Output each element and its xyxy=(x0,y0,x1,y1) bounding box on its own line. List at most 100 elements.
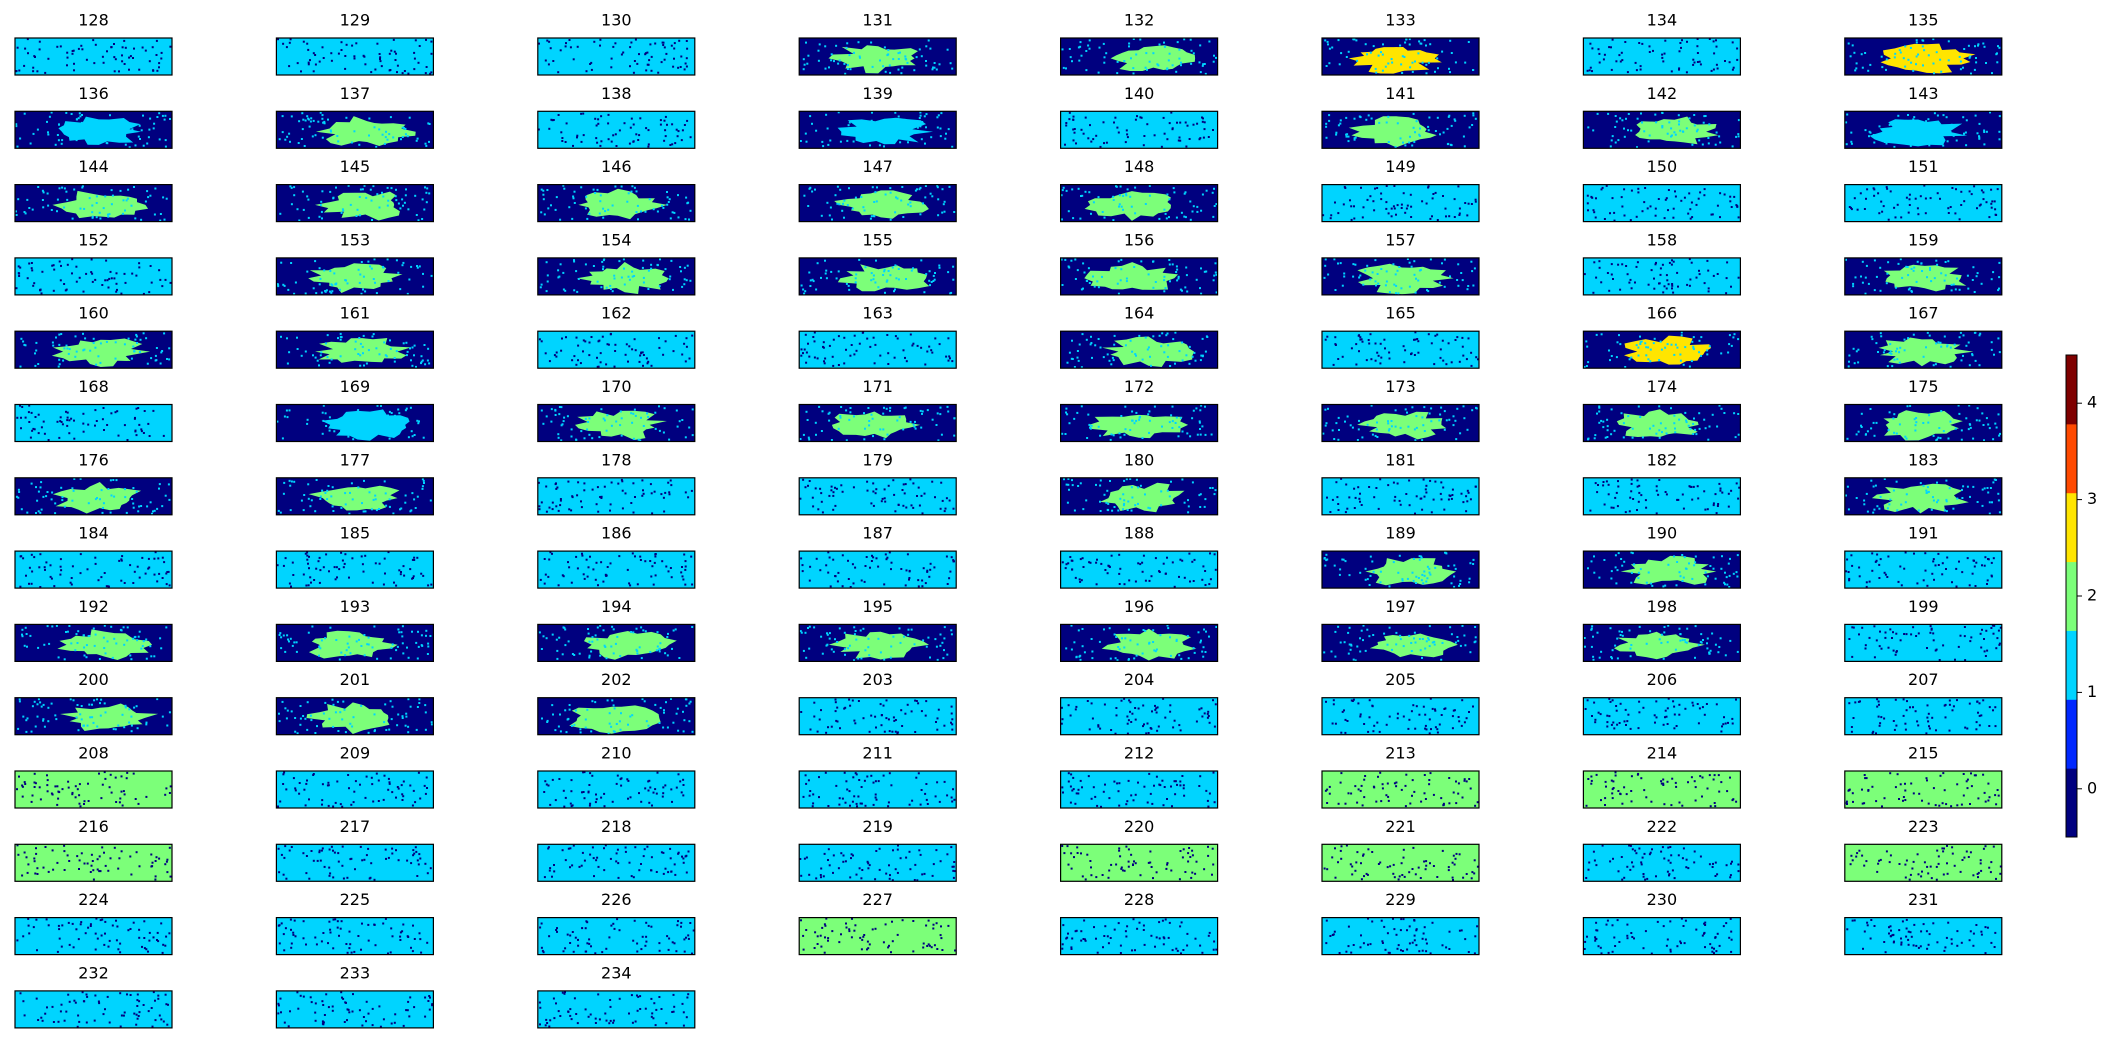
panel-image xyxy=(1059,37,1219,76)
speckle xyxy=(380,65,383,68)
speckle xyxy=(1989,487,1992,489)
speckle xyxy=(1948,487,1951,490)
speckle xyxy=(913,69,916,72)
speckle xyxy=(1467,202,1470,205)
speckle xyxy=(1963,48,1966,50)
speckle xyxy=(162,196,165,199)
speckle xyxy=(1461,345,1464,348)
speckle xyxy=(1459,579,1462,582)
speckle xyxy=(307,118,310,121)
speckle xyxy=(1107,502,1110,505)
speckle xyxy=(1860,424,1862,427)
speckle xyxy=(430,40,433,43)
speckle xyxy=(573,202,576,204)
speckle xyxy=(1598,421,1601,424)
speckle xyxy=(313,579,316,581)
speckle xyxy=(1946,344,1949,347)
speckle xyxy=(1941,131,1944,134)
speckle xyxy=(1378,121,1381,124)
speckle xyxy=(1372,200,1375,203)
speckle xyxy=(168,584,171,587)
speckle xyxy=(427,642,430,645)
panel-frame xyxy=(798,477,957,516)
speckle xyxy=(1893,358,1896,361)
speckle xyxy=(808,271,811,274)
speckle xyxy=(1129,429,1132,431)
speckle xyxy=(828,214,831,217)
speckle xyxy=(559,218,562,221)
speckle xyxy=(642,281,645,284)
panel-image xyxy=(1321,110,1480,149)
speckle xyxy=(1860,53,1863,56)
speckle xyxy=(1461,279,1464,282)
speckle xyxy=(94,43,97,46)
speckle xyxy=(1674,431,1677,434)
speckle xyxy=(384,354,387,357)
speckle xyxy=(1335,131,1338,134)
speckle xyxy=(36,499,39,502)
speckle xyxy=(1668,261,1671,264)
speckle xyxy=(571,217,574,220)
speckle xyxy=(855,349,858,352)
speckle xyxy=(872,435,874,438)
speckle xyxy=(1679,359,1682,362)
speckle xyxy=(379,58,381,60)
speckle xyxy=(663,139,666,142)
speckle xyxy=(99,498,101,501)
speckle xyxy=(1915,280,1918,283)
speckle xyxy=(614,642,617,645)
speckle xyxy=(1361,436,1364,439)
speckle xyxy=(560,439,563,442)
speckle xyxy=(1958,336,1961,339)
speckle xyxy=(1062,186,1065,189)
speckle xyxy=(1076,269,1079,272)
speckle xyxy=(1991,200,1994,203)
speckle xyxy=(20,508,23,511)
speckle xyxy=(1102,42,1105,45)
speckle xyxy=(1676,346,1679,349)
speckle xyxy=(894,111,897,114)
speckle xyxy=(1198,421,1201,424)
speckle xyxy=(384,136,387,139)
speckle xyxy=(1374,342,1377,345)
speckle xyxy=(930,281,933,283)
speckle xyxy=(1922,422,1925,424)
speckle xyxy=(872,490,875,493)
speckle xyxy=(1122,493,1125,496)
speckle xyxy=(147,422,150,425)
speckle xyxy=(918,48,921,51)
speckle xyxy=(883,121,886,124)
speckle xyxy=(639,117,642,120)
speckle xyxy=(849,411,852,414)
speckle xyxy=(1727,562,1730,565)
speckle xyxy=(300,70,302,73)
panel-title: 186 xyxy=(601,524,632,543)
speckle xyxy=(803,348,806,351)
speckle xyxy=(1061,48,1064,51)
speckle xyxy=(1204,584,1207,586)
speckle xyxy=(1181,289,1183,292)
speckle xyxy=(1892,123,1894,126)
speckle xyxy=(356,410,359,413)
speckle xyxy=(626,200,629,203)
speckle xyxy=(1439,413,1442,416)
region xyxy=(1365,558,1457,586)
speckle xyxy=(602,417,605,420)
speckle xyxy=(1099,434,1102,437)
speckle xyxy=(79,477,82,480)
panel-frame xyxy=(1059,477,1219,516)
speckle xyxy=(1426,289,1428,292)
speckle xyxy=(1928,334,1931,337)
speckle xyxy=(84,136,86,139)
speckle xyxy=(1196,210,1199,213)
speckle xyxy=(1719,487,1722,490)
speckle xyxy=(77,47,80,50)
speckle xyxy=(124,143,127,146)
speckle xyxy=(614,343,617,346)
speckle xyxy=(635,211,638,213)
speckle xyxy=(637,218,639,221)
speckle xyxy=(162,434,165,437)
speckle xyxy=(1690,261,1693,264)
speckle xyxy=(556,486,559,489)
panel-image xyxy=(1059,184,1219,223)
